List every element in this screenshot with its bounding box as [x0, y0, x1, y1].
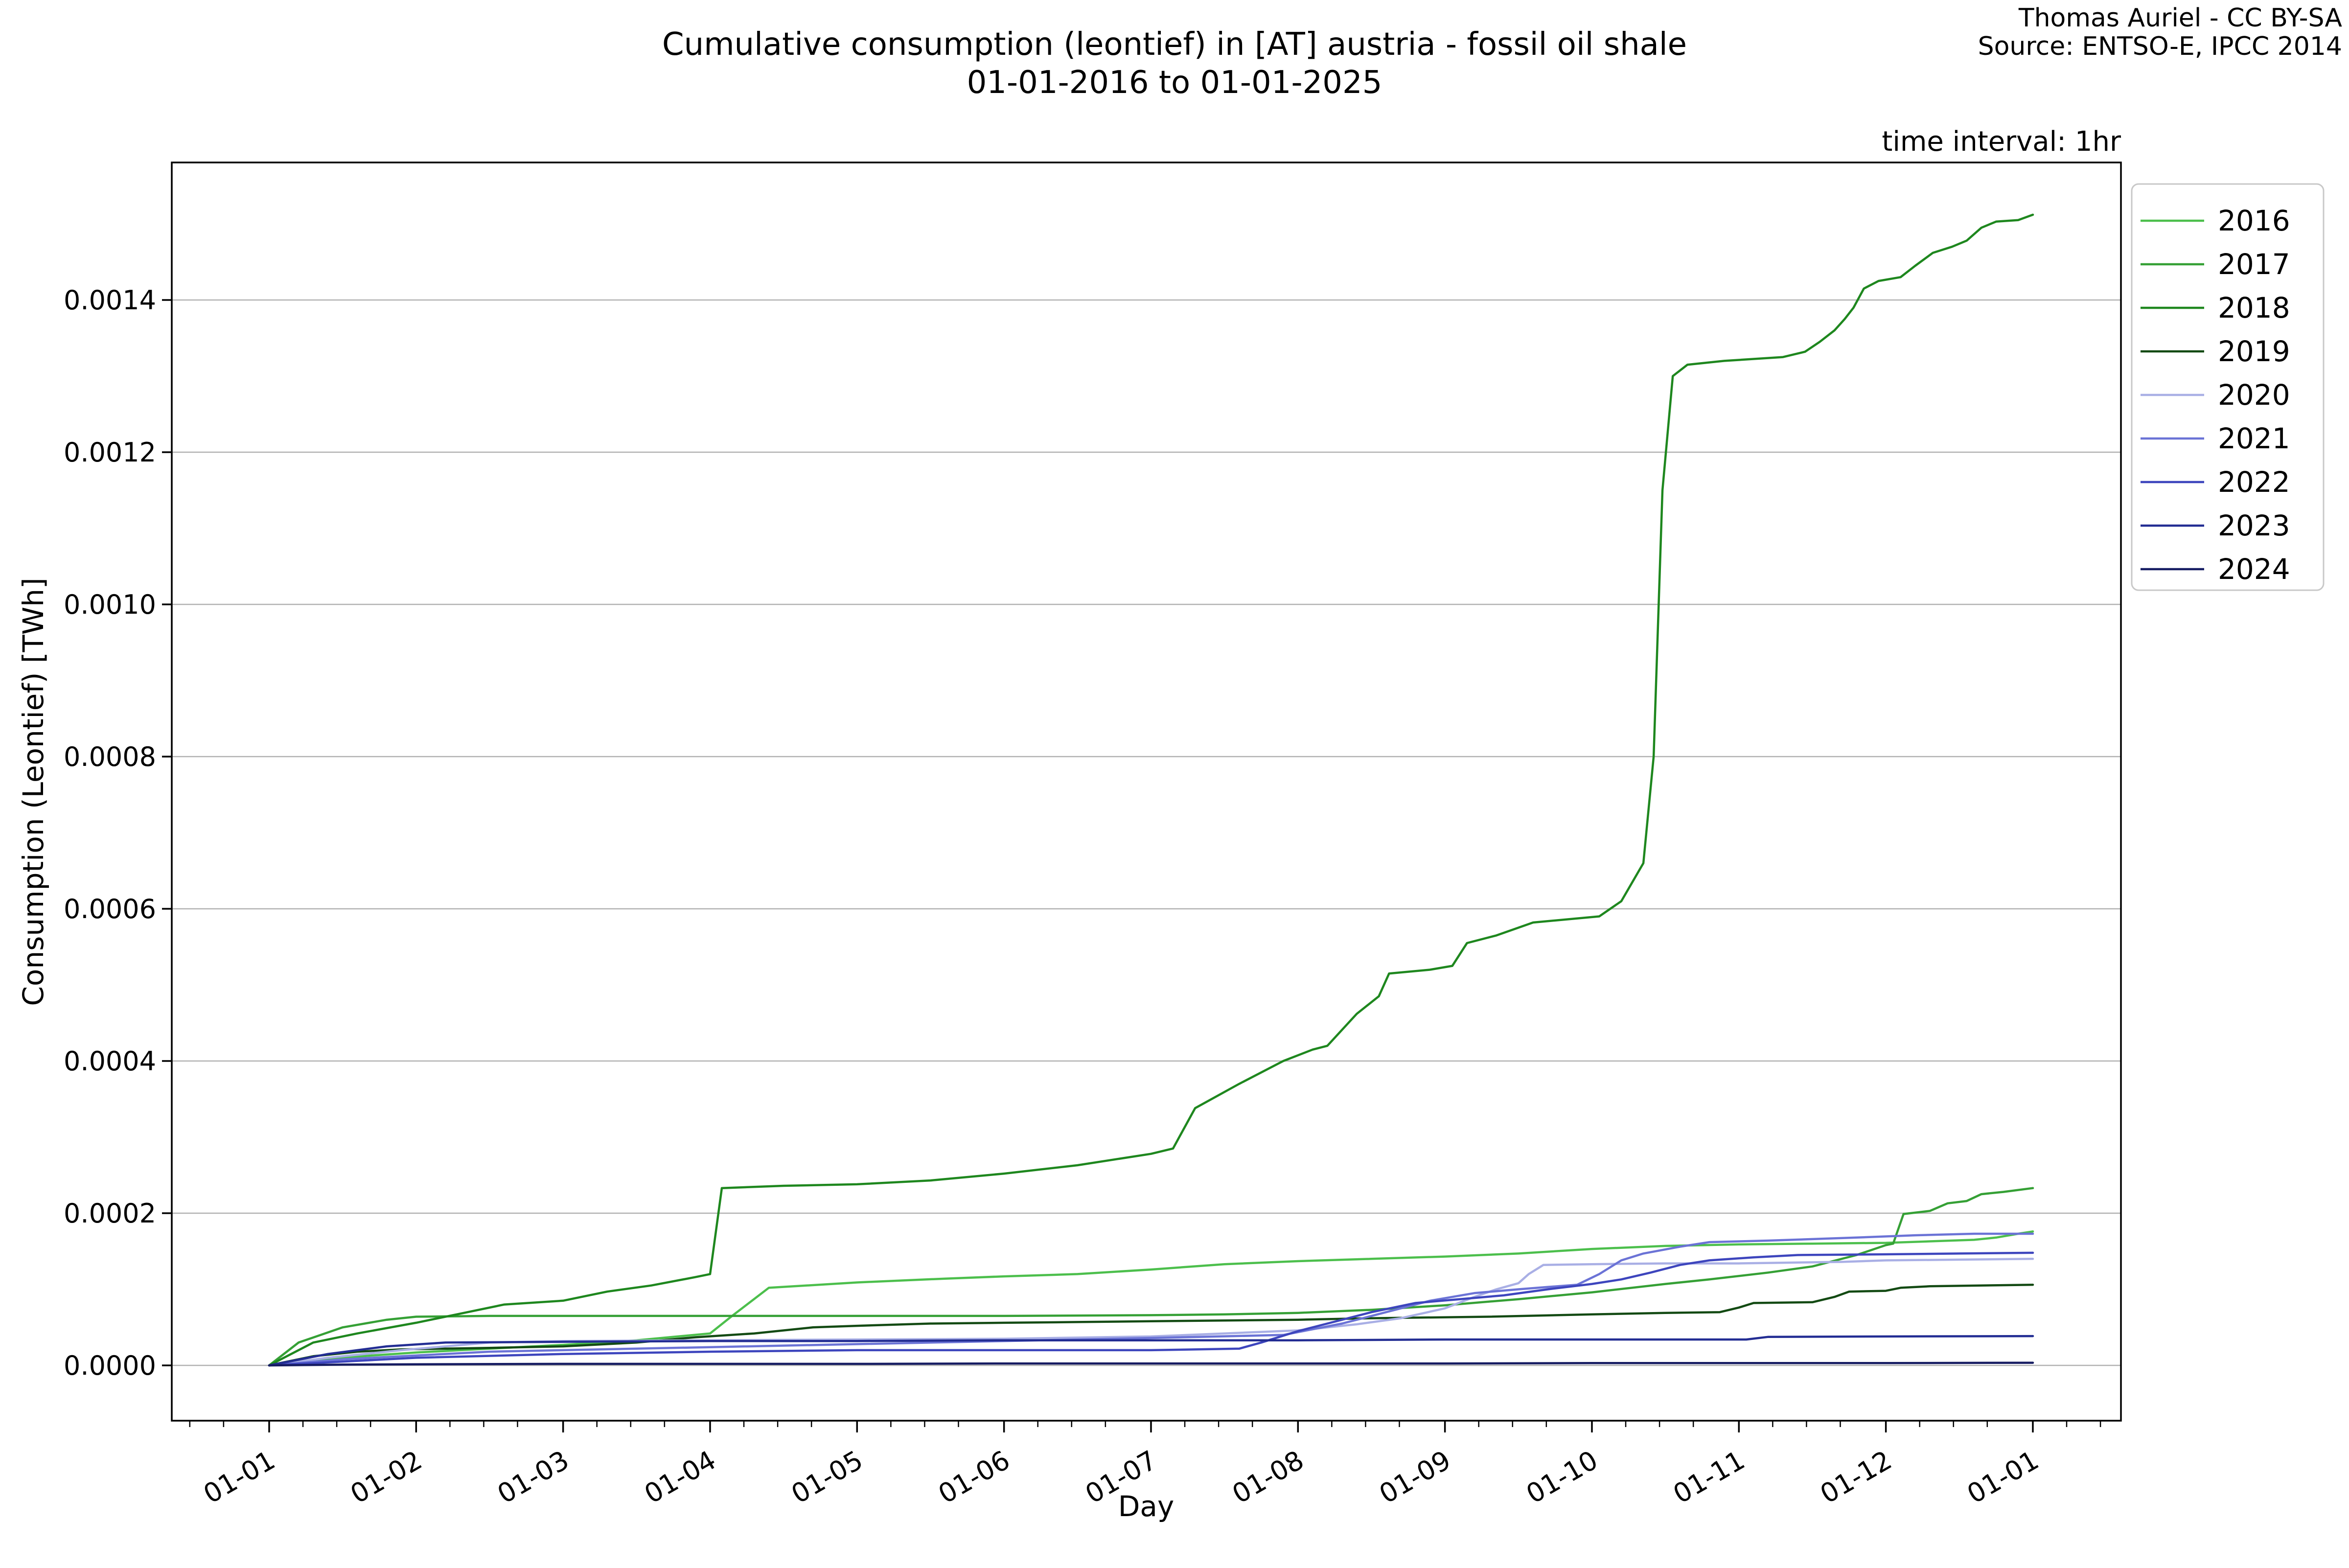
- x-tick-label: 01-12: [1815, 1445, 1897, 1510]
- legend: 2016 2017 2018 2019 2020 2021 2022 2023 2024: [2131, 183, 2325, 591]
- legend-label-2022: 2022: [2218, 465, 2290, 499]
- legend-item-2023: 2023: [2141, 509, 2290, 542]
- x-tick-label: 01-03: [492, 1445, 574, 1510]
- x-tick-label: 01-05: [786, 1445, 868, 1510]
- legend-box: [2131, 183, 2325, 591]
- y-tick-label: 0.0012: [64, 437, 156, 468]
- legend-label-2024: 2024: [2218, 553, 2290, 586]
- legend-item-2020: 2020: [2141, 378, 2290, 412]
- legend-item-2018: 2018: [2141, 291, 2290, 324]
- x-tick-label: 01-10: [1521, 1445, 1603, 1510]
- x-tick-label: 01-01: [1962, 1445, 2044, 1510]
- series-line-2016: [268, 1230, 2034, 1367]
- y-tick-label: 0.0002: [64, 1198, 156, 1229]
- y-tick-label: 0.0014: [64, 285, 156, 316]
- x-tick-label: 01-01: [198, 1445, 280, 1510]
- legend-label-2023: 2023: [2218, 509, 2290, 542]
- series-line-2018: [268, 213, 2034, 1367]
- x-axis-label: Day: [1118, 1490, 1174, 1523]
- x-tick-label: 01-04: [639, 1445, 721, 1510]
- legend-item-2016: 2016: [2141, 204, 2290, 237]
- y-tick-label: 0.0010: [64, 589, 156, 620]
- legend-label-2021: 2021: [2218, 422, 2290, 455]
- chart-title-line1: Cumulative consumption (leontief) in [AT…: [662, 26, 1687, 63]
- axis-ticks: [162, 299, 2101, 1432]
- legend-item-2019: 2019: [2141, 335, 2290, 368]
- legend-label-2020: 2020: [2218, 378, 2290, 412]
- legend-item-2022: 2022: [2141, 465, 2290, 499]
- y-axis-label: Consumption (Leontief) [TWh]: [17, 577, 50, 1006]
- y-tick-label: 0.0004: [64, 1046, 156, 1077]
- series-line-2024: [268, 1361, 2034, 1367]
- legend-label-2018: 2018: [2218, 291, 2290, 324]
- legend-item-2024: 2024: [2141, 553, 2290, 586]
- y-tick-label: 0.0008: [64, 741, 156, 772]
- legend-label-2019: 2019: [2218, 335, 2290, 368]
- legend-label-2017: 2017: [2218, 248, 2290, 281]
- data-series: [268, 213, 2034, 1367]
- x-tick-label: 01-06: [933, 1445, 1015, 1510]
- plot-frame: [171, 161, 2122, 1422]
- y-tick-label: 0.0000: [64, 1350, 156, 1381]
- series-line-2017: [268, 1187, 2034, 1367]
- series-line-2019: [268, 1283, 2034, 1367]
- gridlines: [172, 299, 2121, 1366]
- legend-label-2016: 2016: [2218, 204, 2290, 237]
- legend-item-2021: 2021: [2141, 422, 2290, 455]
- axes: [171, 161, 2122, 1422]
- x-tick-label: 01-09: [1374, 1445, 1456, 1510]
- x-tick-label: 01-02: [345, 1445, 427, 1510]
- series-line-2021: [268, 1232, 2034, 1367]
- x-tick-label: 01-08: [1227, 1445, 1309, 1510]
- time-interval-note: time interval: 1hr: [1882, 126, 2121, 158]
- y-tick-label: 0.0006: [64, 894, 156, 924]
- series-line-2023: [268, 1335, 2034, 1367]
- x-tick-label: 01-11: [1668, 1445, 1750, 1510]
- axis-tick-labels: 0.0000 0.0002 0.0004 0.0006 0.0008 0.0010 0.00…: [64, 285, 2044, 1510]
- chart-title-line2: 01-01-2016 to 01-01-2025: [967, 65, 1382, 101]
- attribution-line2: Source: ENTSO-E, IPCC 2014: [1978, 32, 2342, 61]
- attribution-line1: Thomas Auriel - CC BY-SA: [2018, 3, 2343, 33]
- series-line-2022: [268, 1251, 2034, 1367]
- legend-item-2017: 2017: [2141, 248, 2290, 281]
